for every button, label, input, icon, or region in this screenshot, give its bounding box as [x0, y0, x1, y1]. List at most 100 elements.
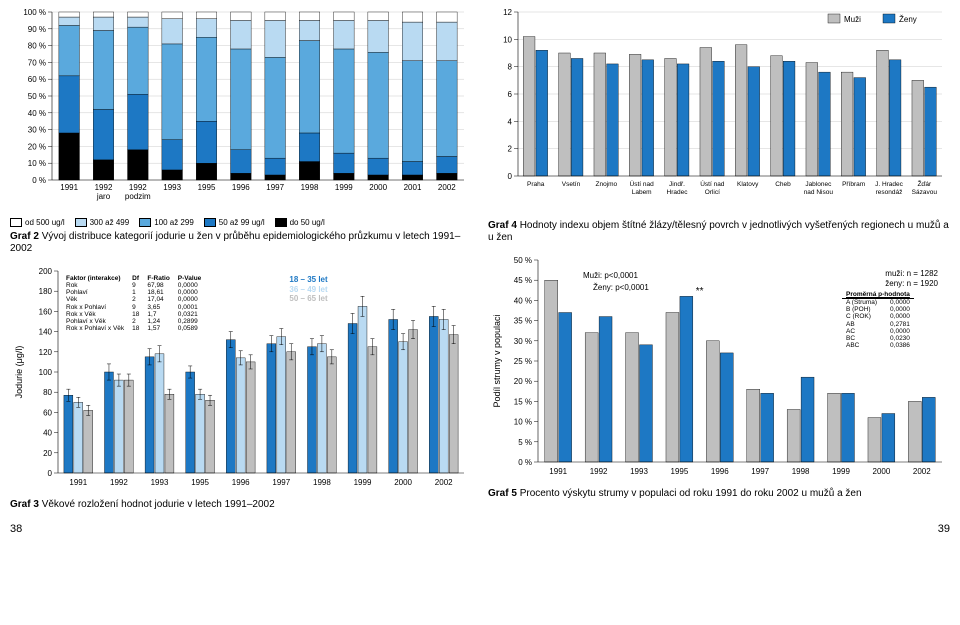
svg-text:2001: 2001 [404, 183, 422, 192]
svg-text:4: 4 [508, 117, 513, 126]
chart5-caption: Graf 5 Procento výskytu strumy v populac… [488, 488, 950, 500]
svg-text:Jindř.: Jindř. [669, 181, 685, 188]
svg-text:2000: 2000 [394, 478, 412, 487]
svg-text:6: 6 [508, 90, 513, 99]
chart2-subtitle: Vývoj distribuce kategorií jodurie u žen… [10, 231, 460, 254]
svg-text:Muži: p<0,0001: Muži: p<0,0001 [583, 271, 638, 280]
svg-text:45 %: 45 % [514, 276, 532, 285]
svg-text:Hradec: Hradec [667, 189, 689, 196]
legend-item: od 500 ug/l [10, 218, 65, 227]
svg-text:0 %: 0 % [32, 176, 46, 185]
svg-text:35 %: 35 % [514, 317, 532, 326]
svg-text:10 %: 10 % [514, 418, 532, 427]
svg-text:Orlicí: Orlicí [705, 189, 720, 196]
legend-item: do 50 ug/l [275, 218, 325, 227]
svg-text:1998: 1998 [301, 183, 319, 192]
svg-text:2002: 2002 [913, 467, 931, 476]
svg-text:40 %: 40 % [514, 296, 532, 305]
svg-text:ženy: n = 1920: ženy: n = 1920 [885, 279, 938, 288]
legend-item: 50 až 99 ug/l [204, 218, 265, 227]
chart5-subtitle: Procento výskytu strumy v populaci od ro… [520, 488, 862, 499]
chart5: 0 %5 %10 %15 %20 %25 %30 %35 %40 %45 %50… [488, 254, 950, 484]
chart3-title: Graf 3 [10, 499, 39, 510]
svg-text:30 %: 30 % [28, 126, 46, 135]
svg-text:200: 200 [39, 267, 53, 276]
svg-text:1996: 1996 [232, 478, 250, 487]
svg-text:2: 2 [508, 145, 513, 154]
svg-text:1992: 1992 [590, 467, 608, 476]
svg-text:1999: 1999 [832, 467, 850, 476]
svg-text:1999: 1999 [354, 478, 372, 487]
svg-text:80 %: 80 % [28, 42, 46, 51]
svg-text:30 %: 30 % [514, 337, 532, 346]
svg-text:20 %: 20 % [28, 142, 46, 151]
chart2-legend: od 500 ug/l300 až 499100 až 29950 až 99 … [10, 218, 472, 227]
svg-text:Ústí nad: Ústí nad [700, 179, 725, 188]
svg-text:1993: 1993 [630, 467, 648, 476]
chart3-caption: Graf 3 Věkové rozložení hodnot jodurie v… [10, 499, 472, 511]
svg-text:20 %: 20 % [514, 377, 532, 386]
svg-text:160: 160 [39, 308, 53, 317]
chart3: 020406080100120140160180200Jodurie (μg/l… [10, 265, 472, 495]
svg-text:1996: 1996 [711, 467, 729, 476]
svg-text:1997: 1997 [266, 183, 284, 192]
chart4-caption: Graf 4 Hodnoty indexu objem štítné žlázy… [488, 220, 950, 244]
svg-text:Podíl strumy v populaci: Podíl strumy v populaci [492, 314, 502, 407]
svg-text:Cheb: Cheb [775, 181, 791, 188]
svg-text:Ženy: Ženy [899, 15, 917, 24]
svg-text:1991: 1991 [60, 183, 78, 192]
svg-text:Klatovy: Klatovy [737, 181, 759, 188]
svg-text:1991: 1991 [69, 478, 87, 487]
svg-text:120: 120 [39, 348, 53, 357]
chart2-title: Graf 2 [10, 231, 39, 242]
svg-text:Jablonec: Jablonec [805, 181, 832, 188]
chart4-subtitle: Hodnoty indexu objem štítné žlázy/tělesn… [488, 220, 949, 243]
legend-item: 300 až 499 [75, 218, 130, 227]
svg-text:12: 12 [503, 8, 512, 17]
svg-text:J. Hradec: J. Hradec [875, 181, 904, 188]
svg-text:15 %: 15 % [514, 397, 532, 406]
left-column: 0 %10 %20 %30 %40 %50 %60 %70 %80 %90 %1… [10, 6, 472, 521]
svg-text:50 %: 50 % [514, 256, 532, 265]
svg-text:podzim: podzim [125, 192, 151, 201]
chart4-title: Graf 4 [488, 220, 517, 231]
svg-text:Praha: Praha [527, 181, 545, 188]
svg-text:1993: 1993 [151, 478, 169, 487]
svg-text:1998: 1998 [792, 467, 810, 476]
page-grid: 0 %10 %20 %30 %40 %50 %60 %70 %80 %90 %1… [10, 6, 950, 521]
svg-text:1991: 1991 [549, 467, 567, 476]
svg-text:40: 40 [43, 429, 52, 438]
svg-text:100: 100 [39, 368, 53, 377]
svg-text:Žďár: Žďár [917, 179, 932, 188]
chart2-caption: Graf 2 Vývoj distribuce kategorií joduri… [10, 231, 472, 255]
chart5-title: Graf 5 [488, 488, 517, 499]
svg-text:1999: 1999 [335, 183, 353, 192]
svg-text:Vsetín: Vsetín [562, 181, 581, 188]
right-column: 024681012MužiŽenyPrahaVsetínZnojmoÚstí n… [488, 6, 950, 521]
svg-text:1995: 1995 [198, 183, 216, 192]
page-numbers: 38 39 [10, 523, 950, 535]
svg-text:2000: 2000 [873, 467, 891, 476]
svg-text:1995: 1995 [191, 478, 209, 487]
page-num-left: 38 [10, 523, 22, 535]
svg-text:nad Nisou: nad Nisou [804, 189, 834, 196]
chart3-subtitle: Věkové rozložení hodnot jodurie v letech… [42, 499, 275, 510]
svg-text:1996: 1996 [232, 183, 250, 192]
svg-text:resondáž: resondáž [876, 189, 903, 196]
svg-text:0 %: 0 % [518, 458, 532, 467]
svg-text:10: 10 [503, 35, 512, 44]
svg-text:1995: 1995 [671, 467, 689, 476]
svg-text:Muži: Muži [844, 15, 861, 24]
svg-text:2000: 2000 [369, 183, 387, 192]
svg-text:Příbram: Příbram [842, 181, 865, 188]
svg-text:10 %: 10 % [28, 159, 46, 168]
svg-text:2002: 2002 [438, 183, 456, 192]
svg-text:1997: 1997 [272, 478, 290, 487]
svg-text:1997: 1997 [751, 467, 769, 476]
svg-text:1992: 1992 [129, 183, 147, 192]
svg-text:Ženy: p<0,0001: Ženy: p<0,0001 [593, 283, 649, 292]
svg-text:muži: n = 1282: muži: n = 1282 [885, 269, 938, 278]
svg-text:5 %: 5 % [518, 438, 532, 447]
svg-text:Ústí nad: Ústí nad [630, 179, 655, 188]
svg-text:80: 80 [43, 389, 52, 398]
